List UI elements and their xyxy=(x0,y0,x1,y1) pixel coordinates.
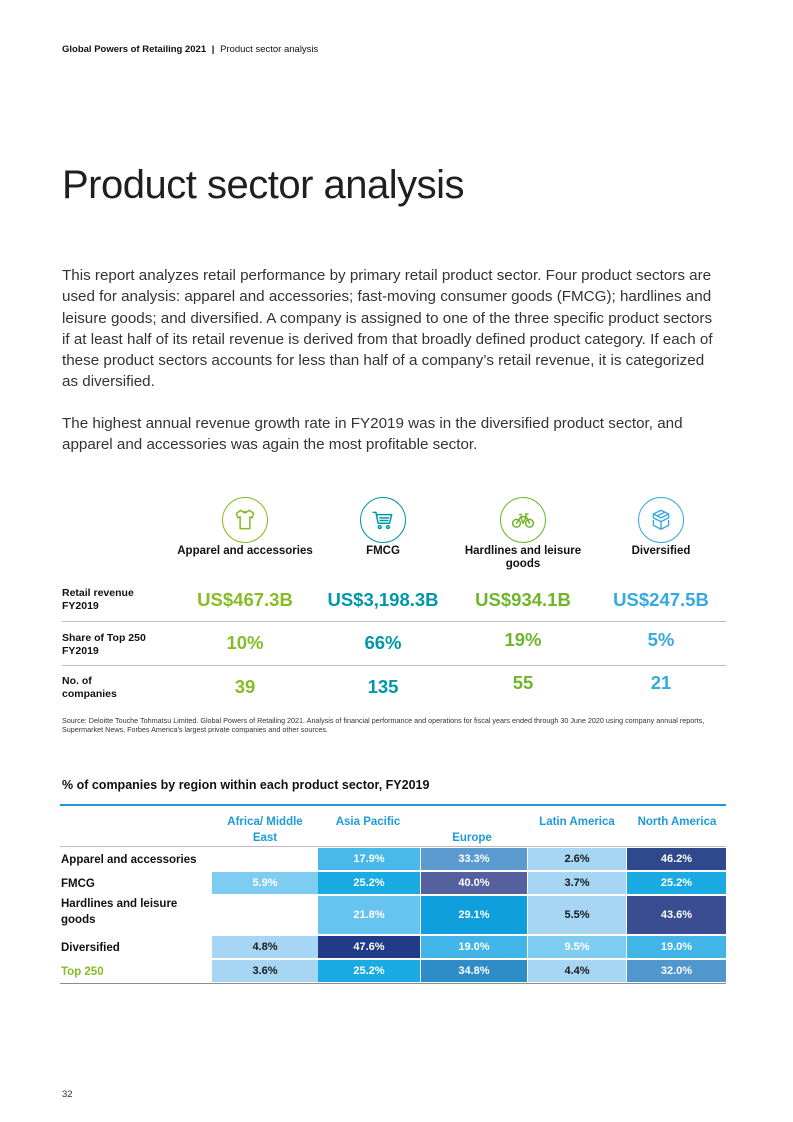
table-cell: 47.6% xyxy=(318,936,420,958)
table-row: Diversified 4.8% 47.6% 19.0% 9.5% 19.0% xyxy=(60,936,726,959)
table-cell: 5.9% xyxy=(212,872,318,894)
share-diversified: 5% xyxy=(647,629,675,650)
page-number: 32 xyxy=(62,1089,73,1100)
table-row: Hardlines and leisure goods 21.8% 29.1% 5.5… xyxy=(60,896,726,935)
table-cell: 9.5% xyxy=(528,936,626,958)
bicycle-icon xyxy=(500,497,546,543)
table-cell: 19.0% xyxy=(421,936,527,958)
table-row: Top 250 3.6% 25.2% 34.8% 4.4% 32.0% xyxy=(60,960,726,983)
share-hardlines: 19% xyxy=(504,629,542,650)
table-cell: 40.0% xyxy=(421,872,527,894)
table-cell: 4.4% xyxy=(528,960,626,982)
row-label: Hardlines and leisure goods xyxy=(61,898,178,926)
row-label-revenue: Retail revenue FY2019 xyxy=(62,587,134,612)
column-header-north: North America xyxy=(637,816,717,828)
header-section: Product sector analysis xyxy=(220,44,319,55)
header-report-title: Global Powers of Retailing 2021 xyxy=(62,44,207,55)
table-cell xyxy=(212,848,318,870)
header-separator: | xyxy=(211,44,215,55)
divider xyxy=(62,621,726,622)
row-label-share: Share of Top 250 FY2019 xyxy=(62,632,146,657)
row-label: Apparel and accessories xyxy=(61,854,197,866)
revenue-hardlines: US$934.1B xyxy=(475,589,571,610)
table-cell: 25.2% xyxy=(318,960,420,982)
share-fmcg: 66% xyxy=(364,632,402,653)
region-table-title: % of companies by region within each pro… xyxy=(62,778,430,792)
table-cell: 19.0% xyxy=(627,936,726,958)
row-label-companies: No. of companies xyxy=(62,675,117,700)
table-cell: 2.6% xyxy=(528,848,626,870)
divider xyxy=(62,665,726,666)
source-note: Source: Deloitte Touche Tohmatsu Limited… xyxy=(62,716,705,734)
table-cell: 29.1% xyxy=(421,896,527,934)
table-cell: 25.2% xyxy=(627,872,726,894)
revenue-diversified: US$247.5B xyxy=(613,589,709,610)
row-label: FMCG xyxy=(61,878,95,890)
table-cell: 3.7% xyxy=(528,872,626,894)
companies-hardlines: 55 xyxy=(512,672,534,693)
boxes-icon xyxy=(638,497,684,543)
region-table-top-rule xyxy=(60,804,726,806)
table-cell: 43.6% xyxy=(627,896,726,934)
shopping-cart-icon xyxy=(360,497,406,543)
sector-label-fmcg: FMCG xyxy=(366,545,400,557)
table-row: FMCG 5.9% 25.2% 40.0% 3.7% 25.2% xyxy=(60,872,726,895)
sector-label-hardlines: Hardlines and leisure goods xyxy=(464,545,582,570)
revenue-apparel: US$467.3B xyxy=(197,589,293,610)
column-header-europe: Europe xyxy=(452,832,492,844)
table-cell: 32.0% xyxy=(627,960,726,982)
intro-paragraph: This report analyzes retail performance … xyxy=(62,267,713,391)
running-header: Global Powers of Retailing 2021 | Produc… xyxy=(62,44,318,55)
tshirt-icon xyxy=(222,497,268,543)
table-cell: 17.9% xyxy=(318,848,420,870)
column-header-africa: Africa/ Middle East xyxy=(227,816,303,844)
row-label: Top 250 xyxy=(61,966,104,978)
page-title: Product sector analysis xyxy=(62,163,465,207)
sector-summary: Apparel and accessories FMCG Hardlines a… xyxy=(62,497,726,707)
table-cell: 3.6% xyxy=(212,960,318,982)
table-cell: 25.2% xyxy=(318,872,420,894)
table-cell: 4.8% xyxy=(212,936,318,958)
sector-label-diversified: Diversified xyxy=(631,545,691,557)
revenue-fmcg: US$3,198.3B xyxy=(327,589,439,610)
region-table-bottom-rule xyxy=(60,983,726,984)
sector-label-apparel: Apparel and accessories xyxy=(177,545,313,557)
region-table-header-rule xyxy=(60,846,726,847)
table-cell: 46.2% xyxy=(627,848,726,870)
table-cell: 34.8% xyxy=(421,960,527,982)
column-header-asia: Asia Pacific xyxy=(335,816,401,828)
table-cell: 5.5% xyxy=(528,896,626,934)
share-apparel: 10% xyxy=(226,632,264,653)
companies-apparel: 39 xyxy=(234,676,256,697)
table-cell: 33.3% xyxy=(421,848,527,870)
summary-paragraph: The highest annual revenue growth rate i… xyxy=(62,415,683,454)
row-label: Diversified xyxy=(61,942,120,954)
column-header-latin: Latin America xyxy=(539,816,615,828)
table-cell xyxy=(212,896,318,934)
companies-fmcg: 135 xyxy=(367,676,399,697)
table-row: Apparel and accessories 17.9% 33.3% 2.6% 46.… xyxy=(60,848,726,871)
companies-diversified: 21 xyxy=(650,672,672,693)
table-cell: 21.8% xyxy=(318,896,420,934)
